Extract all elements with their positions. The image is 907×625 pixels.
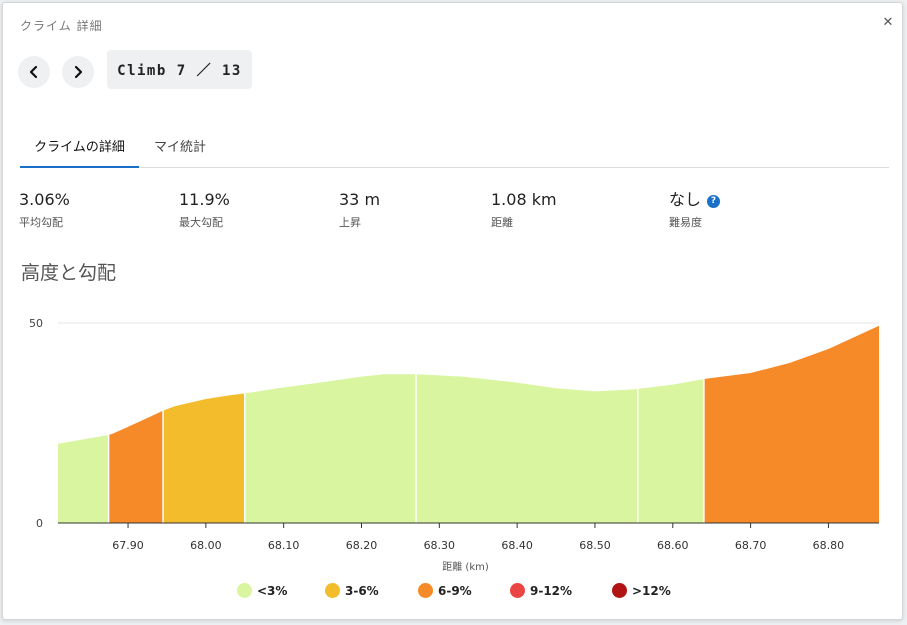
legend-swatch — [325, 583, 340, 598]
stat-label: 上昇 — [339, 216, 361, 229]
x-tick-label: 68.40 — [501, 539, 533, 552]
stat-value: 1.08 km — [491, 190, 557, 209]
grade-segment — [163, 393, 245, 523]
legend-label: 9-12% — [530, 583, 573, 598]
stat-value: 33 m — [339, 190, 381, 209]
dialog-title: クライム 詳細 — [20, 19, 103, 33]
stat-elevation-gain: 33 m 上昇 — [339, 189, 380, 230]
x-tick-label: 68.80 — [813, 539, 845, 552]
x-tick-label: 68.60 — [657, 539, 689, 552]
y-tick-label: 0 — [36, 517, 43, 530]
grade-segment — [58, 435, 109, 523]
x-tick-label: 68.30 — [424, 539, 456, 552]
y-tick-label: 50 — [29, 317, 43, 330]
climb-counter: Climb 7 ／ 13 — [107, 50, 252, 89]
x-tick-label: 68.00 — [190, 539, 222, 552]
x-tick-label: 68.20 — [346, 539, 378, 552]
grade-segment — [415, 374, 638, 523]
chevron-right-icon — [74, 65, 83, 79]
legend-swatch — [237, 583, 252, 598]
x-tick-label: 68.50 — [579, 539, 611, 552]
grade-segment — [244, 374, 416, 523]
x-tick-label: 68.10 — [268, 539, 300, 552]
grade-legend: <3% 3-6% 6-9% 9-12% >12% — [3, 583, 904, 607]
tab-bar: クライムの詳細 マイ統計 — [20, 131, 889, 168]
chevron-left-icon — [29, 65, 38, 79]
grade-segment — [703, 325, 879, 523]
close-button[interactable]: ✕ — [875, 9, 901, 35]
previous-climb-button[interactable] — [18, 56, 50, 88]
stat-label: 距離 — [491, 216, 513, 229]
tab-my-stats[interactable]: マイ統計 — [153, 140, 206, 155]
legend-item: 9-12% — [510, 583, 572, 598]
tab-climb-details[interactable]: クライムの詳細 — [20, 131, 139, 168]
legend-item: >12% — [612, 583, 671, 598]
legend-label: >12% — [632, 583, 671, 598]
close-icon: ✕ — [882, 14, 894, 30]
stat-max-grade: 11.9% 最大勾配 — [179, 189, 230, 230]
question-circle-icon[interactable]: ? — [707, 195, 721, 208]
x-tick-label: 67.90 — [112, 539, 144, 552]
next-climb-button[interactable] — [62, 56, 94, 88]
stat-average-grade: 3.06% 平均勾配 — [19, 189, 70, 230]
stat-value: 3.06% — [19, 190, 70, 209]
legend-swatch — [510, 583, 525, 598]
stat-label: 難易度 — [669, 216, 702, 229]
legend-swatch — [612, 583, 627, 598]
grade-segment — [637, 379, 704, 523]
x-axis-label: 距離 (km) — [442, 560, 489, 573]
stat-value: 11.9% — [179, 190, 230, 209]
stat-label: 最大勾配 — [179, 216, 223, 229]
legend-label: 3-6% — [345, 583, 379, 598]
grade-segment — [108, 410, 164, 523]
elevation-grade-chart: 0 50 67.90 68.00 68.10 68.20 68.30 68.40 68.50 68… — [29, 317, 879, 573]
stat-difficulty: なし? 難易度 — [669, 189, 721, 230]
legend-swatch — [418, 583, 433, 598]
legend-item: 3-6% — [325, 583, 379, 598]
x-tick-label: 68.70 — [735, 539, 767, 552]
legend-label: 6-9% — [438, 583, 472, 598]
stat-distance: 1.08 km 距離 — [491, 189, 557, 230]
section-title: 高度と勾配 — [21, 262, 117, 284]
stat-value: なし — [669, 190, 702, 209]
legend-item: 6-9% — [418, 583, 472, 598]
legend-label: <3% — [257, 583, 288, 598]
legend-item: <3% — [237, 583, 287, 598]
stat-label: 平均勾配 — [19, 216, 63, 229]
